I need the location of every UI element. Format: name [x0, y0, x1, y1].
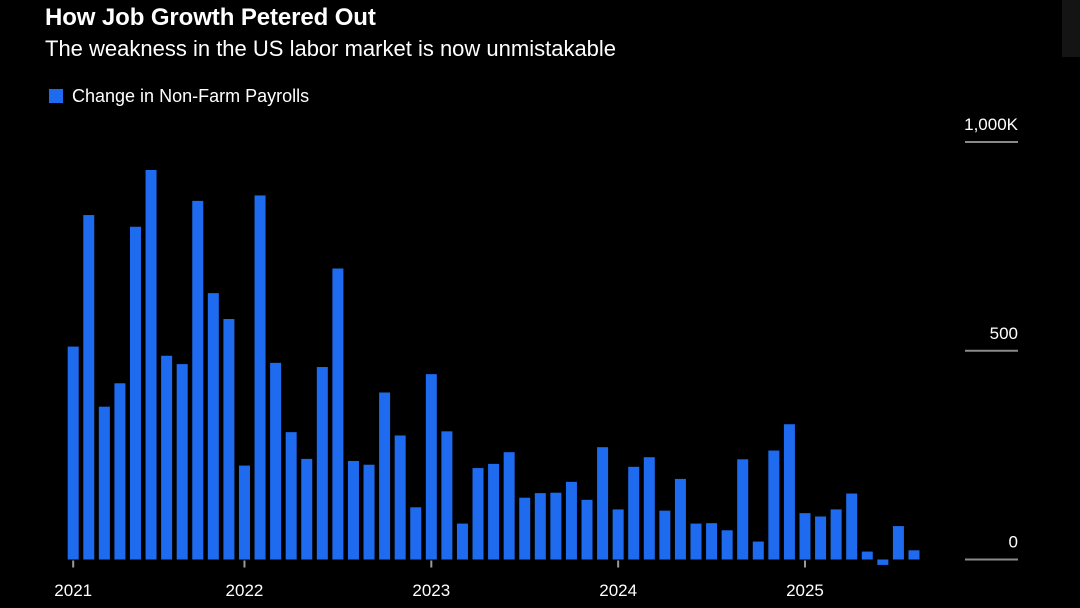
- bar: [192, 200, 204, 560]
- bar: [628, 466, 640, 560]
- bar: [752, 541, 764, 560]
- bar: [67, 346, 79, 560]
- bar: [534, 493, 546, 560]
- x-axis: 2021 2022 2023 2024 2025: [54, 560, 824, 600]
- x-tick-label: 2024: [599, 581, 637, 600]
- bar: [799, 513, 811, 560]
- bar: [301, 458, 313, 560]
- bar: [581, 499, 593, 560]
- bar: [861, 551, 873, 560]
- x-tick-label: 2023: [412, 581, 450, 600]
- bar: [176, 364, 188, 560]
- bars: [67, 169, 920, 565]
- y-axis: 1,000K 500 0: [964, 115, 1019, 552]
- bar: [379, 392, 391, 560]
- bar: [706, 523, 718, 560]
- bar: [815, 516, 827, 560]
- bar: [721, 530, 733, 560]
- bar: [254, 195, 266, 560]
- x-tick-label: 2025: [786, 581, 824, 600]
- bar: [363, 464, 375, 560]
- bar: [441, 431, 453, 560]
- bar: [347, 460, 359, 560]
- bar: [207, 293, 219, 560]
- legend: Change in Non-Farm Payrolls: [49, 85, 309, 107]
- y-tick-label: 1,000K: [964, 115, 1019, 134]
- x-tick-label: 2021: [54, 581, 92, 600]
- bar: [643, 457, 655, 560]
- bar: [223, 319, 235, 560]
- bar: [737, 459, 749, 560]
- scrollbar-thumb[interactable]: [1062, 0, 1080, 57]
- gridlines: [965, 141, 1018, 561]
- bar: [472, 468, 484, 560]
- bar: [659, 510, 671, 560]
- legend-swatch: [49, 89, 63, 103]
- bar: [674, 478, 686, 560]
- bar: [394, 435, 406, 560]
- bar: [456, 523, 468, 560]
- bar: [565, 481, 577, 560]
- bar: [830, 509, 842, 560]
- bar: [129, 226, 141, 560]
- bar: [145, 169, 157, 560]
- bar: [285, 432, 297, 560]
- bar: [503, 452, 515, 560]
- bar: [270, 362, 282, 560]
- bar: [519, 497, 531, 560]
- bar: [316, 367, 328, 560]
- bar: [690, 523, 702, 560]
- bar: [612, 509, 624, 560]
- y-tick-label: 0: [1009, 533, 1018, 552]
- bar: [908, 550, 920, 560]
- bar: [892, 526, 904, 560]
- chart-title: How Job Growth Petered Out: [45, 4, 376, 31]
- x-tick-label: 2022: [226, 581, 264, 600]
- bar: [783, 424, 795, 560]
- bar: [768, 450, 780, 560]
- bar: [161, 355, 173, 560]
- chart-subtitle: The weakness in the US labor market is n…: [45, 36, 617, 61]
- bar: [332, 268, 344, 560]
- bar: [846, 493, 858, 560]
- bar: [83, 215, 95, 560]
- bar: [114, 383, 126, 560]
- y-tick-label: 500: [990, 324, 1018, 343]
- bar: [425, 374, 437, 560]
- bar: [238, 465, 250, 560]
- bar: [98, 406, 110, 560]
- bar: [597, 447, 609, 560]
- legend-label: Change in Non-Farm Payrolls: [72, 85, 310, 106]
- bar: [877, 559, 889, 565]
- bar: [488, 463, 500, 560]
- bar: [410, 507, 422, 560]
- bar: [550, 492, 562, 560]
